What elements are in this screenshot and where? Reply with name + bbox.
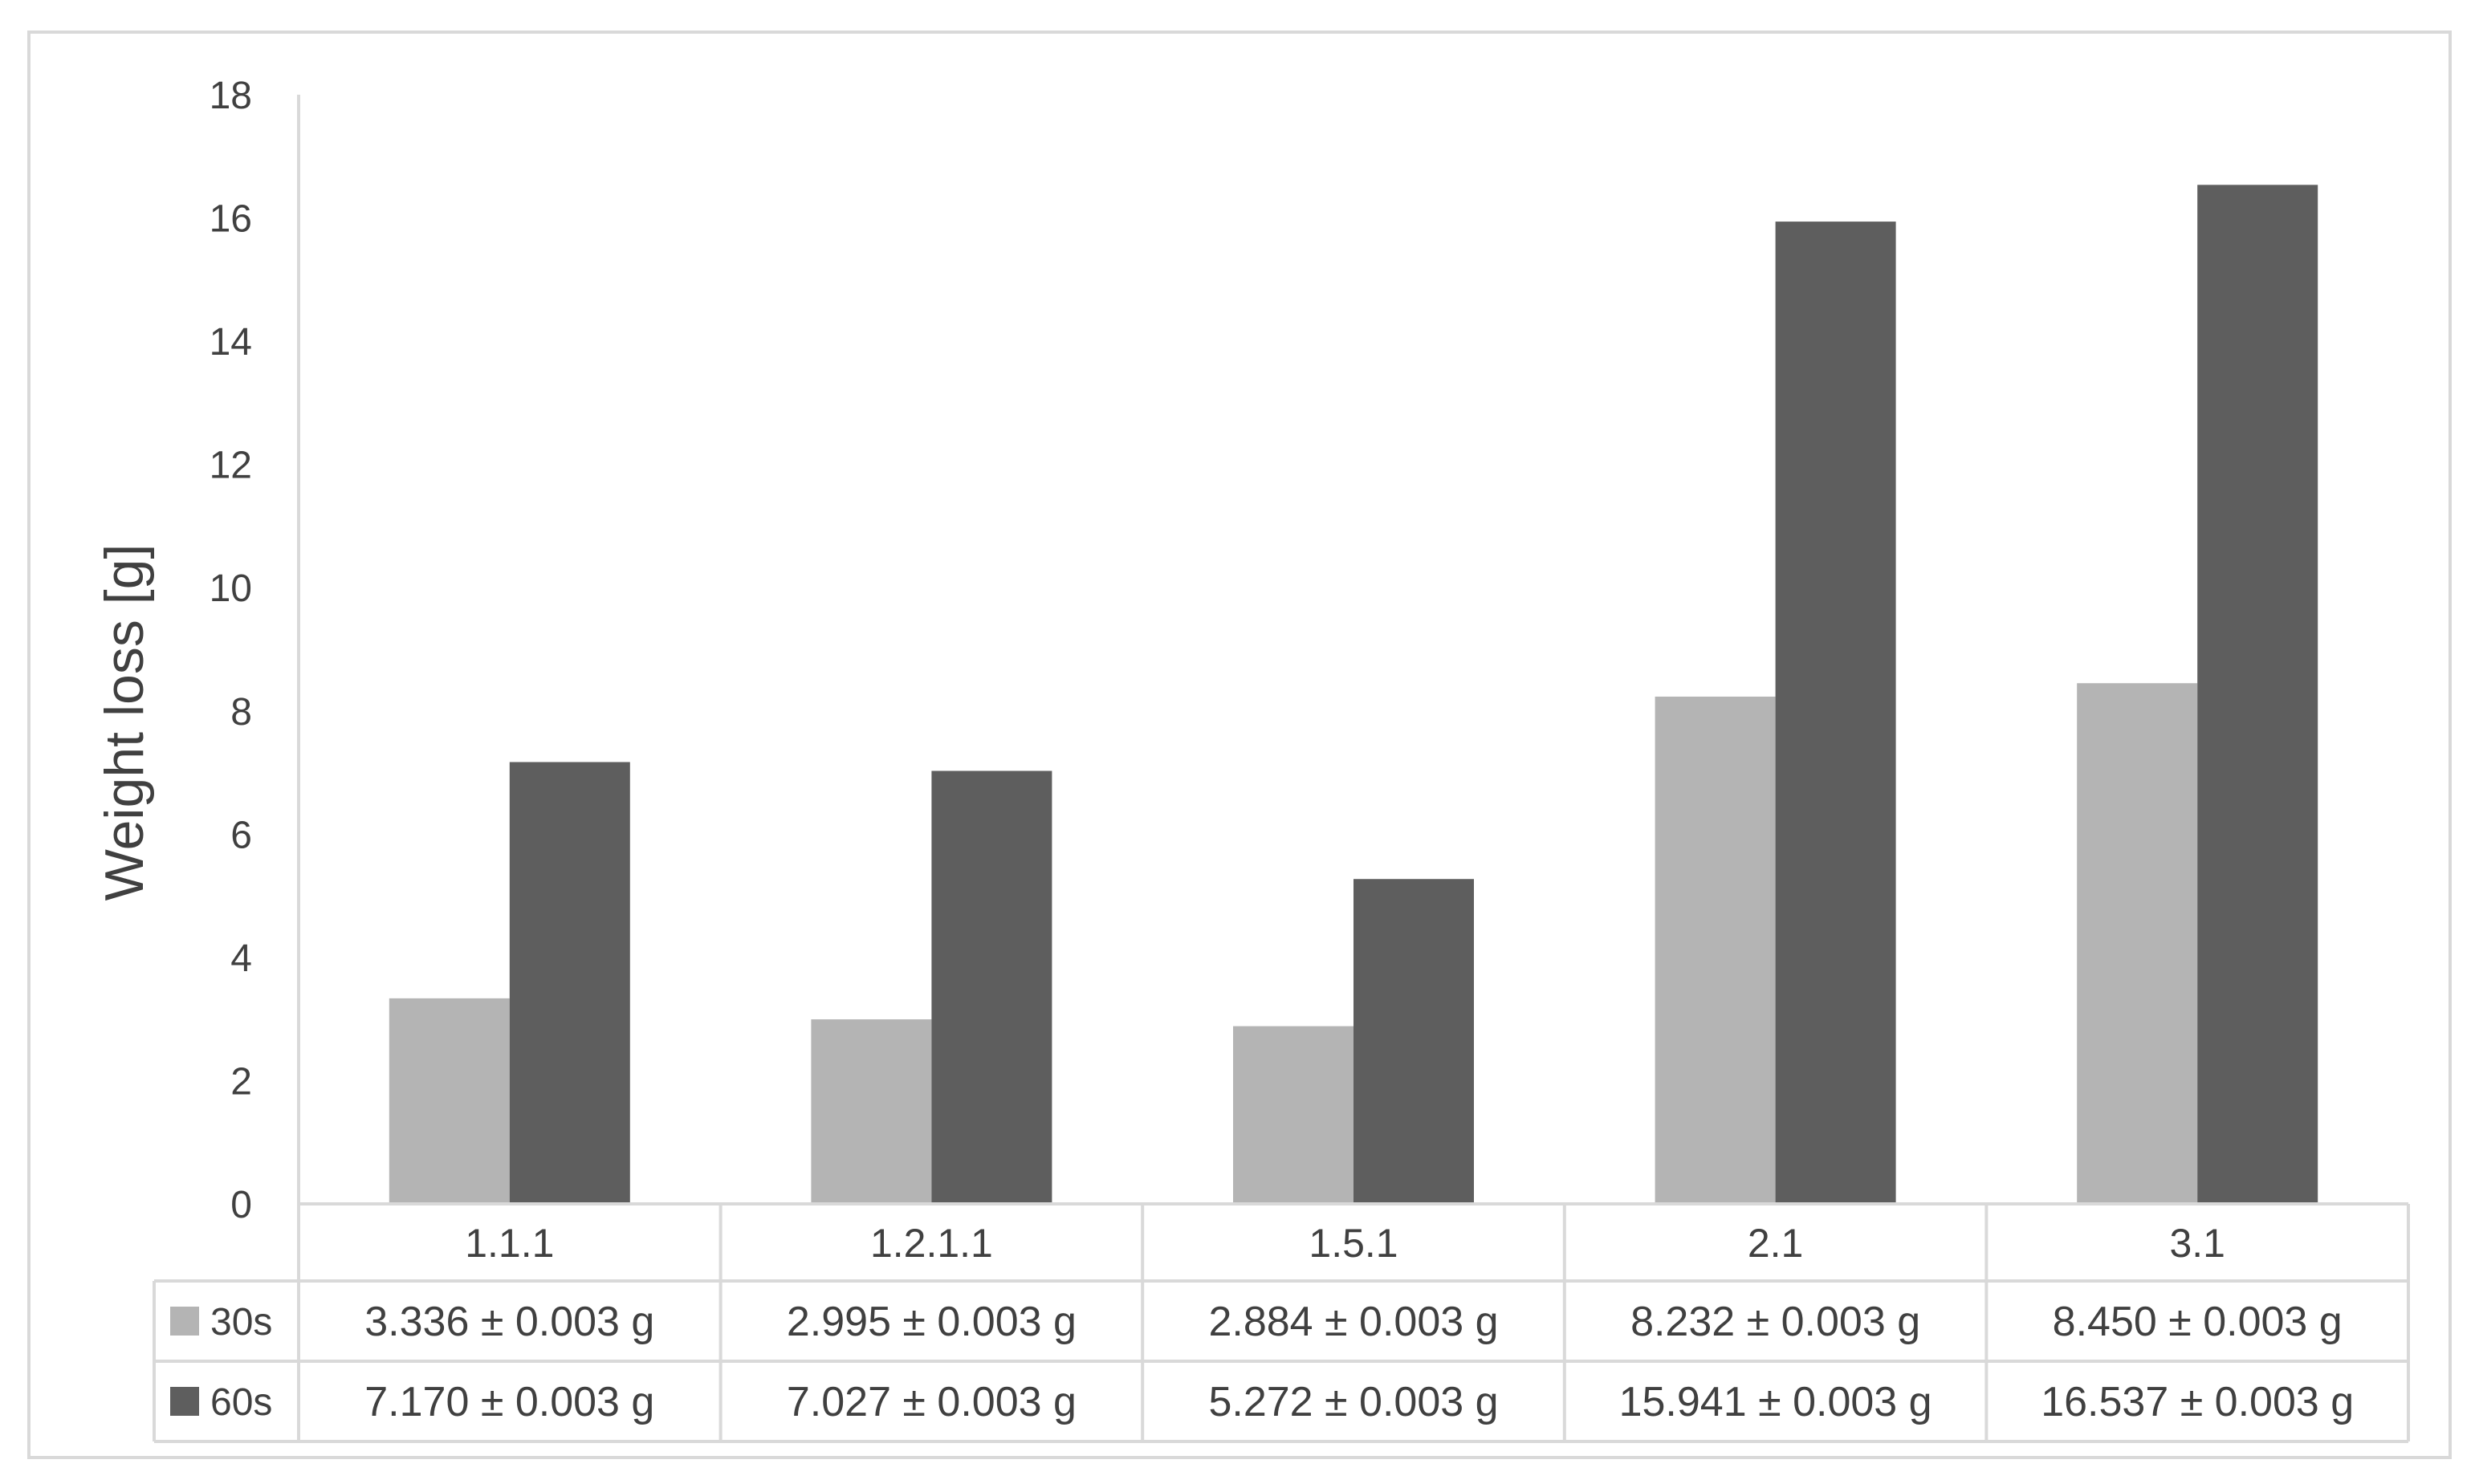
bar-30s-2.1 xyxy=(1655,696,1776,1204)
y-tick-label: 0 xyxy=(230,1184,252,1226)
y-axis-label: Weight loss [g] xyxy=(94,544,155,901)
x-category-label: 2.1 xyxy=(1748,1221,1804,1266)
data-value-label: 15.941 ± 0.003 g xyxy=(1619,1379,1932,1425)
data-value-label: 2.995 ± 0.003 g xyxy=(787,1299,1077,1345)
y-tick-label: 8 xyxy=(230,691,252,734)
data-value-label: 3.336 ± 0.003 g xyxy=(364,1299,654,1345)
y-tick-label: 12 xyxy=(210,445,252,487)
bar-30s-3.1 xyxy=(2077,683,2198,1204)
bar-60s-1.1.1 xyxy=(509,762,630,1204)
y-axis-ticks: 0 2 4 6 8 10 12 14 16 18 xyxy=(210,75,252,1226)
data-value-label: 7.027 ± 0.003 g xyxy=(787,1379,1077,1425)
bar-60s-1.5.1 xyxy=(1353,879,1474,1204)
y-tick-label: 6 xyxy=(230,814,252,856)
x-category-label: 3.1 xyxy=(2169,1221,2225,1266)
bar-30s-1.2.1.1 xyxy=(811,1019,932,1204)
x-category-label: 1.1.1 xyxy=(465,1221,554,1266)
y-tick-label: 18 xyxy=(210,75,252,117)
data-value-label: 8.450 ± 0.003 g xyxy=(2053,1299,2343,1345)
y-tick-label: 4 xyxy=(230,937,252,980)
data-value-label: 7.170 ± 0.003 g xyxy=(364,1379,654,1425)
y-tick-label: 16 xyxy=(210,198,252,241)
bar-60s-2.1 xyxy=(1775,222,1896,1204)
data-value-label: 5.272 ± 0.003 g xyxy=(1208,1379,1498,1425)
x-category-label: 1.5.1 xyxy=(1309,1221,1398,1266)
data-value-label: 8.232 ± 0.003 g xyxy=(1630,1299,1920,1345)
legend-label: 30s xyxy=(210,1301,272,1344)
data-table: 1.1.1 1.2.1.1 1.5.1 2.1 3.1 30s 3.336 ± 0.003 … xyxy=(153,1202,2410,1443)
data-value-label: 2.884 ± 0.003 g xyxy=(1208,1299,1498,1345)
bar-30s-1.5.1 xyxy=(1233,1026,1353,1204)
legend-swatch-60s xyxy=(170,1387,199,1416)
y-tick-label: 2 xyxy=(230,1060,252,1103)
chart-frame xyxy=(27,30,2452,1459)
legend-swatch-30s xyxy=(170,1307,199,1336)
data-value-label: 16.537 ± 0.003 g xyxy=(2041,1379,2354,1425)
bar-60s-3.1 xyxy=(2197,185,2318,1204)
bar-60s-1.2.1.1 xyxy=(931,770,1052,1204)
x-category-label: 1.2.1.1 xyxy=(870,1221,993,1266)
bars xyxy=(389,185,2318,1204)
y-tick-label: 14 xyxy=(210,321,252,364)
bar-30s-1.1.1 xyxy=(389,998,510,1204)
y-tick-label: 10 xyxy=(210,567,252,610)
legend-label: 60s xyxy=(210,1381,272,1424)
